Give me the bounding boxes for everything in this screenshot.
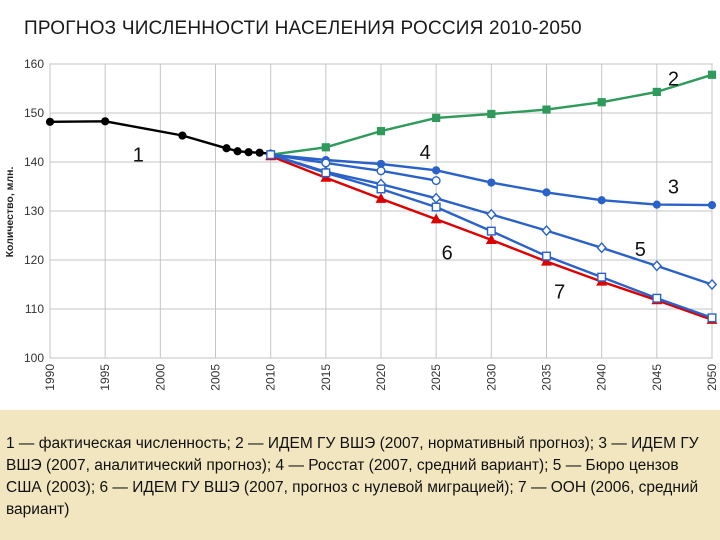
data-point xyxy=(707,70,717,79)
series-number-label: 6 xyxy=(442,243,453,265)
chart-grid xyxy=(49,63,713,359)
data-point xyxy=(255,148,264,157)
data-point xyxy=(222,144,231,153)
data-point xyxy=(651,260,662,272)
series-3 xyxy=(266,150,717,210)
y-axis-label: Количество, млн. xyxy=(4,167,16,258)
data-point xyxy=(432,113,441,123)
population-chart: 100 110 120 130 140 150 160 1990 1995 2000 2005 20… xyxy=(4,57,719,391)
data-point xyxy=(431,176,441,186)
x-tick-label: 2030 xyxy=(484,364,498,391)
data-point xyxy=(486,226,496,236)
x-tick-label: 2025 xyxy=(429,364,443,391)
x-tick-label: 2005 xyxy=(209,364,223,391)
series-number-labels: 1 2 4 3 6 5 7 xyxy=(133,69,679,304)
data-point xyxy=(321,143,330,152)
y-tick-label: 110 xyxy=(25,302,44,316)
data-point xyxy=(375,192,387,203)
x-tick-label: 2000 xyxy=(153,364,167,391)
data-point xyxy=(376,166,386,176)
data-point xyxy=(542,105,551,114)
x-tick-label: 1995 xyxy=(98,364,112,391)
series-number-label: 5 xyxy=(635,239,646,261)
data-point xyxy=(707,201,717,210)
data-point xyxy=(542,251,552,261)
x-tick-label: 2045 xyxy=(650,364,664,391)
series-number-label: 4 xyxy=(420,142,431,164)
data-point xyxy=(706,278,718,291)
series-line xyxy=(270,153,437,182)
data-point xyxy=(707,313,717,323)
data-point xyxy=(487,109,496,119)
chart-series xyxy=(45,70,718,324)
y-tick-label: 100 xyxy=(24,351,44,365)
data-point xyxy=(430,213,442,224)
data-point xyxy=(541,255,552,266)
series-number-label: 3 xyxy=(668,177,679,199)
data-point xyxy=(244,148,253,157)
series-number-label: 1 xyxy=(133,145,144,167)
data-point xyxy=(542,188,551,197)
data-point xyxy=(486,208,497,221)
x-tick-label: 2015 xyxy=(319,364,333,391)
data-point xyxy=(652,293,662,303)
y-tick-label: 140 xyxy=(24,155,44,169)
data-point xyxy=(432,166,441,175)
data-point xyxy=(597,272,607,282)
data-point xyxy=(431,202,441,212)
data-point xyxy=(321,168,331,178)
data-point xyxy=(233,147,242,156)
data-point xyxy=(487,178,496,187)
y-tick-label: 150 xyxy=(24,106,44,120)
data-point xyxy=(596,242,607,254)
legend-caption: 1 — фактическая численность; 2 — ИДЕМ ГУ… xyxy=(0,410,720,540)
x-tick-labels: 1990 1995 2000 2005 2010 2015 2020 2025 2030 2035… xyxy=(43,364,719,391)
series-7 xyxy=(266,150,717,323)
data-point xyxy=(597,196,606,205)
x-tick-label: 2050 xyxy=(705,364,719,391)
y-tick-label: 130 xyxy=(24,204,44,218)
data-point xyxy=(541,224,552,237)
data-point xyxy=(178,131,187,140)
y-tick-label: 120 xyxy=(24,253,44,267)
x-tick-label: 1990 xyxy=(43,364,57,391)
y-tick-labels: 100 110 120 130 140 150 160 xyxy=(24,57,44,365)
series-number-label: 2 xyxy=(668,69,679,91)
data-point xyxy=(376,184,386,194)
series-number-label: 7 xyxy=(554,281,565,303)
x-tick-label: 2010 xyxy=(264,364,278,391)
data-point xyxy=(321,158,331,168)
data-point xyxy=(376,127,386,136)
data-point xyxy=(266,150,276,160)
y-tick-label: 160 xyxy=(24,57,44,71)
data-point xyxy=(652,200,661,209)
x-tick-label: 2040 xyxy=(595,364,609,391)
data-point xyxy=(652,87,661,97)
data-point xyxy=(597,98,606,107)
x-tick-label: 2035 xyxy=(540,364,554,391)
data-point xyxy=(101,117,110,126)
data-point xyxy=(45,117,55,126)
data-point xyxy=(485,234,497,245)
x-tick-label: 2020 xyxy=(374,364,388,391)
page-title: ПРОГНОЗ ЧИСЛЕННОСТИ НАСЕЛЕНИЯ РОССИЯ 201… xyxy=(24,18,582,39)
